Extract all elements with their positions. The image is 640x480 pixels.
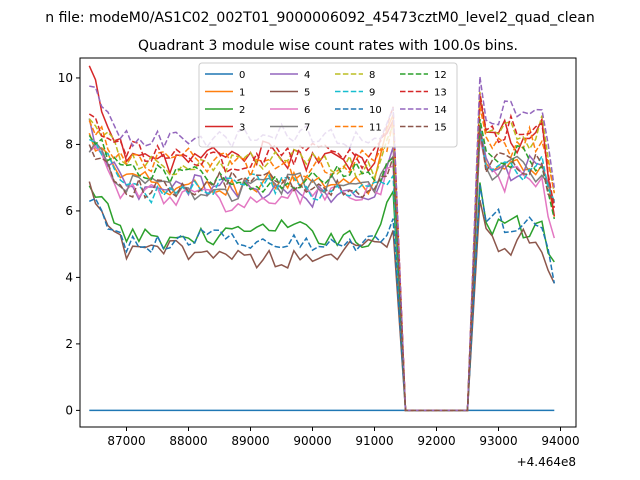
legend-label-6: 6 xyxy=(304,105,310,116)
x-tick-label: 89000 xyxy=(231,434,269,448)
plot-frame xyxy=(79,57,577,428)
x-tick-label: 91000 xyxy=(355,434,393,448)
legend-box xyxy=(198,62,458,148)
x-tick-label: 90000 xyxy=(293,434,331,448)
series-line-2 xyxy=(88,182,555,412)
y-tick-label: 6 xyxy=(65,204,73,218)
x-tick-label: 92000 xyxy=(417,434,455,448)
legend-label-12: 12 xyxy=(434,70,447,81)
series-line-9 xyxy=(88,124,555,412)
series-line-10 xyxy=(89,184,556,412)
x-tick-label: 87000 xyxy=(107,434,145,448)
legend-label-2: 2 xyxy=(239,105,245,116)
series-line-13 xyxy=(88,93,556,412)
legend-label-13: 13 xyxy=(434,88,447,99)
x-axis-offset-label: +4.464e8 xyxy=(517,455,576,469)
legend-label-1: 1 xyxy=(239,88,245,99)
series-line-5 xyxy=(88,181,555,412)
legend-label-0: 0 xyxy=(239,70,245,81)
legend-label-4: 4 xyxy=(304,70,310,81)
y-tick-label: 2 xyxy=(65,337,73,351)
y-tick-label: 8 xyxy=(65,137,73,151)
series-line-12 xyxy=(88,119,556,412)
series-line-6 xyxy=(88,137,556,412)
legend-label-7: 7 xyxy=(304,123,310,134)
legend-label-8: 8 xyxy=(369,70,375,81)
series-line-11 xyxy=(88,106,556,412)
y-tick-label: 4 xyxy=(65,270,73,284)
series-line-7 xyxy=(88,130,556,412)
x-tick-label: 88000 xyxy=(169,434,207,448)
legend-label-14: 14 xyxy=(434,105,447,116)
legend-label-15: 15 xyxy=(434,123,447,134)
legend-label-11: 11 xyxy=(369,123,382,134)
legend-label-5: 5 xyxy=(304,88,310,99)
figure-suptitle: n file: modeM0/AS1C02_002T01_9000006092_… xyxy=(45,10,594,26)
chart-title: Quadrant 3 module wise count rates with … xyxy=(138,38,518,54)
y-tick-label: 0 xyxy=(65,403,73,417)
x-axis: 87000 88000 89000 90000 91000 92000 93000 94000 xyxy=(107,427,580,448)
series-line-1 xyxy=(88,114,556,412)
x-tick-label: 93000 xyxy=(479,434,517,448)
y-axis: 0 2 4 6 8 10 xyxy=(58,71,80,417)
y-tick-label: 10 xyxy=(58,71,73,85)
legend-label-9: 9 xyxy=(369,88,375,99)
series-line-15 xyxy=(88,126,555,412)
legend-label-3: 3 xyxy=(239,123,245,134)
legend-label-10: 10 xyxy=(369,105,382,116)
x-tick-label: 94000 xyxy=(541,434,579,448)
series-lines xyxy=(88,65,556,412)
